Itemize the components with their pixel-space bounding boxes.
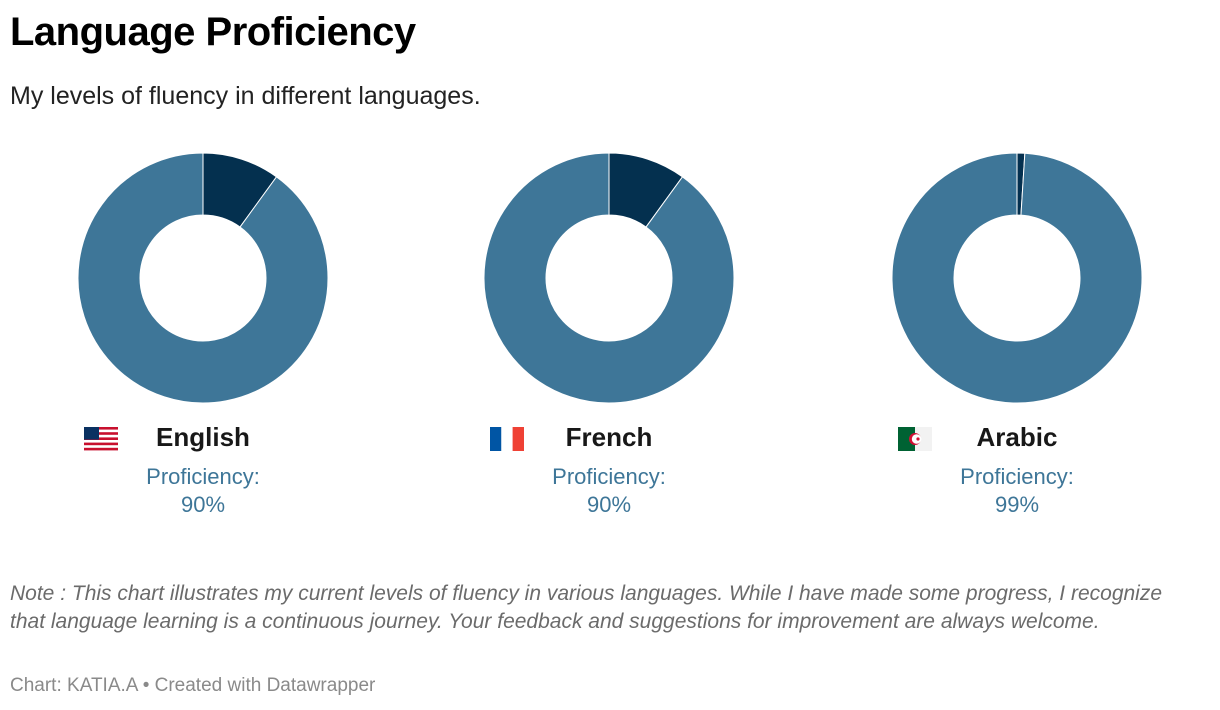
- language-name: English: [156, 422, 250, 452]
- language-name: Arabic: [976, 422, 1058, 452]
- language-label-french: French: [479, 422, 739, 453]
- proficiency-label: Proficiency:: [960, 464, 1074, 489]
- proficiency-label: Proficiency:: [552, 464, 666, 489]
- donut-panel-french: French Proficiency: 90%: [479, 148, 739, 528]
- chart-subtitle: My levels of fluency in different langua…: [10, 82, 481, 110]
- donut-slice-proficiency: [892, 153, 1142, 403]
- proficiency-value: 90%: [180, 492, 226, 517]
- dz-flag-icon: [898, 427, 932, 451]
- language-name: French: [565, 422, 653, 452]
- chart-note: Note : This chart illustrates my current…: [10, 582, 1163, 633]
- proficiency-label: Proficiency:: [146, 464, 260, 489]
- donut-panel-english: English Proficiency: 90%: [73, 148, 333, 528]
- chart-footer: Chart: KATIA.A • Created with Datawrappe…: [10, 675, 376, 696]
- us-flag-icon: [84, 427, 118, 451]
- donut-charts: English Proficiency: 90% French Proficie…: [0, 148, 1220, 528]
- donut-slice-proficiency: [484, 153, 734, 403]
- proficiency-value: 90%: [586, 492, 632, 517]
- proficiency-value: 99%: [994, 492, 1040, 517]
- donut-slice-proficiency: [78, 153, 328, 403]
- chart-title: Language Proficiency: [10, 10, 416, 54]
- donut-panel-arabic: Arabic Proficiency: 99%: [887, 148, 1147, 528]
- fr-flag-icon: [490, 427, 524, 451]
- donut-chart-french: [484, 153, 734, 403]
- language-label-english: English: [73, 422, 333, 453]
- donut-chart-arabic: [892, 153, 1142, 403]
- donut-chart-english: [78, 153, 328, 403]
- language-label-arabic: Arabic: [887, 422, 1147, 453]
